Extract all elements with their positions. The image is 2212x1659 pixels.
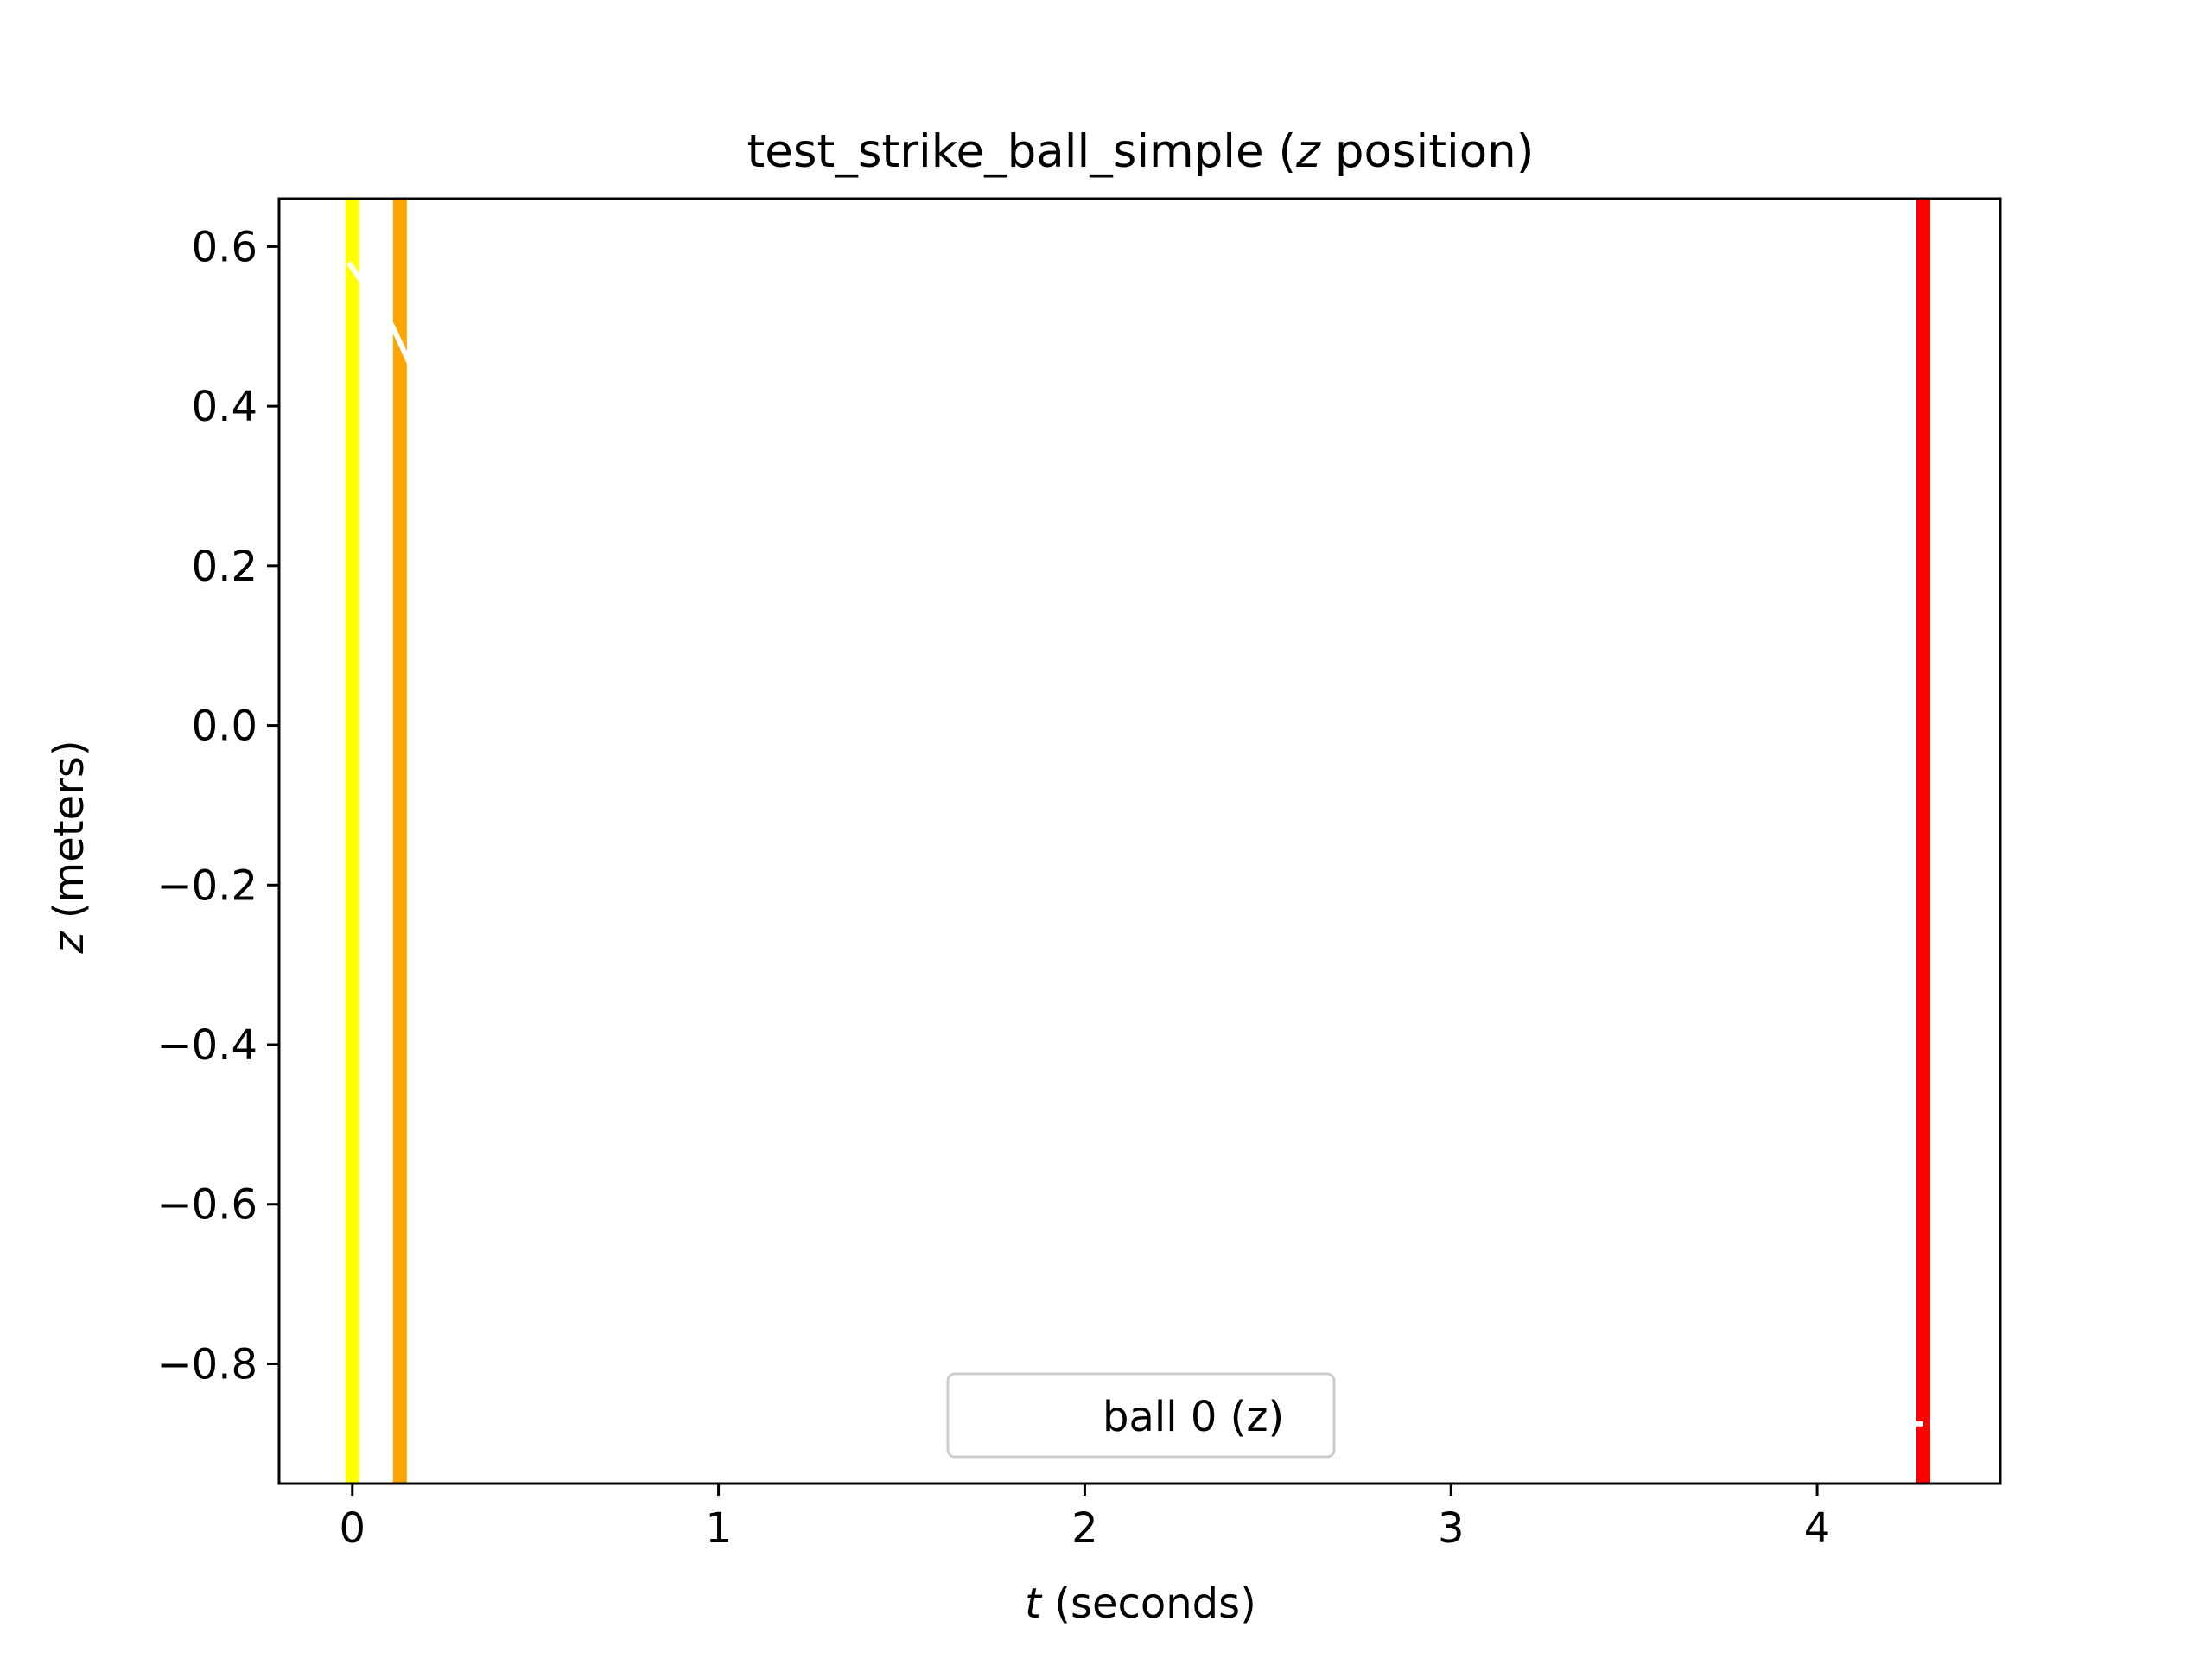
x-axis-ticks: 0 1 2 3 4 — [339, 1484, 1830, 1553]
legend-label: ball 0 (z) — [1103, 1393, 1284, 1441]
x-tick-label: 2 — [1071, 1504, 1098, 1553]
y-tick-label: 0.4 — [192, 383, 257, 431]
x-tick-label: 3 — [1438, 1504, 1465, 1553]
legend-box — [946, 1372, 1336, 1459]
plot-area — [277, 197, 2002, 1485]
y-tick-label: −0.8 — [156, 1340, 257, 1389]
y-tick-label: −0.6 — [156, 1181, 257, 1230]
x-tick-label: 1 — [705, 1504, 732, 1553]
y-tick-label: −0.2 — [156, 861, 257, 910]
legend: ball 0 (z) — [946, 1372, 1336, 1459]
x-tick-label: 4 — [1804, 1504, 1831, 1553]
x-axis-label: t (seconds) — [1025, 1580, 1256, 1628]
plot-frame — [277, 197, 2002, 1485]
y-axis-ticks: 0.6 0.4 0.2 0.0 −0.2 −0.4 −0.6 −0.8 — [156, 223, 279, 1389]
x-tick-label: 0 — [339, 1504, 365, 1553]
plot-background — [279, 199, 2000, 1484]
y-tick-label: −0.4 — [156, 1021, 257, 1070]
y-tick-label: 0.0 — [192, 702, 257, 751]
series-line-0 — [346, 261, 1923, 1427]
y-tick-label: 0.2 — [192, 543, 257, 591]
y-tick-label: 0.6 — [192, 223, 257, 271]
chart-title: test_strike_ball_simple (z position) — [747, 125, 1535, 178]
y-axis-label: z (meters) — [45, 740, 93, 954]
